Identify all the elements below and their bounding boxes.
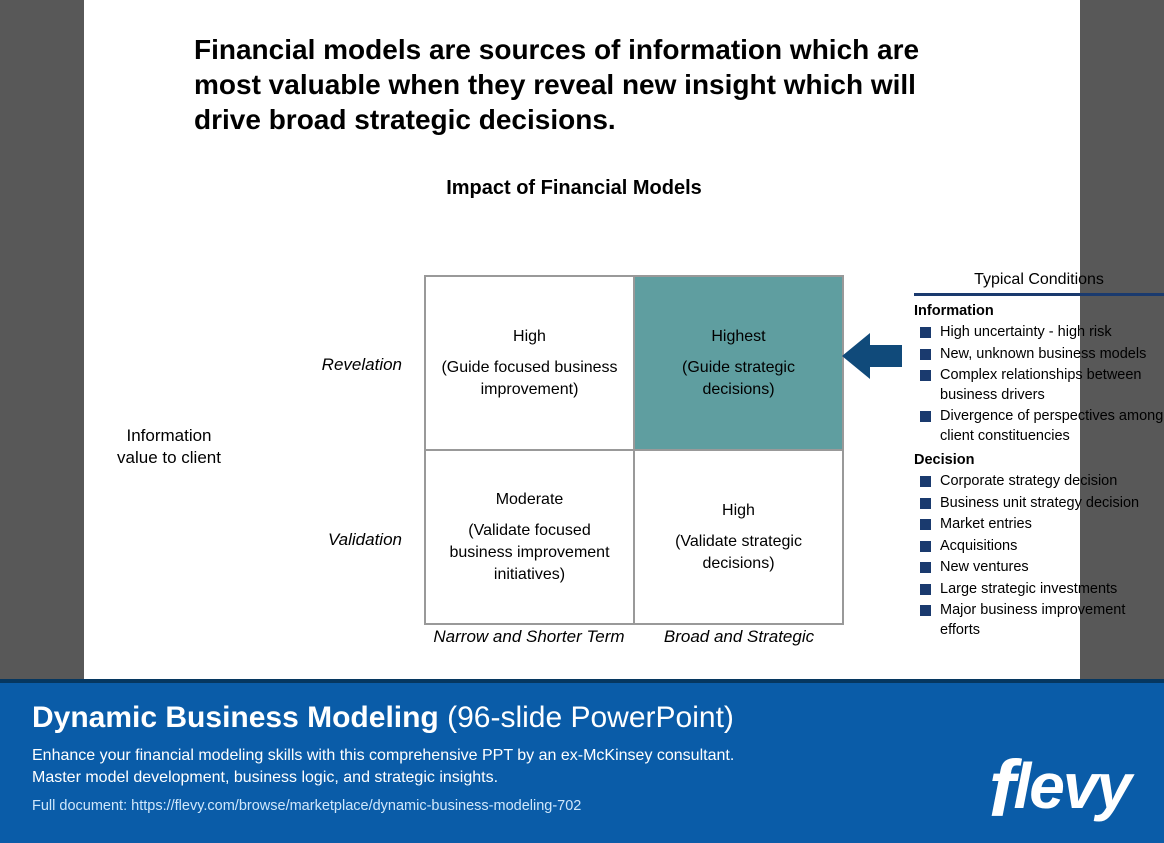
list-item: Major business improvement efforts [918,601,1164,640]
chart-title: Impact of Financial Models [364,177,784,200]
x-label-broad: Broad and Strategic [634,627,844,647]
cell-desc: (Validate focused business improvement i… [436,520,623,585]
list-item: Business unit strategy decision [918,494,1164,514]
cell-desc: (Validate strategic decisions) [645,531,832,574]
footer-title-strong: Dynamic Business Modeling [32,701,439,734]
list-item: Large strategic investments [918,580,1164,600]
section-head-information: Information [914,302,1164,322]
list-item: New, unknown business models [918,345,1164,365]
cell-level: High [436,326,623,348]
typical-conditions: Typical Conditions Information High unce… [914,269,1164,643]
section-head-decision: Decision [914,451,1164,471]
y-label-validation: Validation [254,530,414,550]
cell-level: High [645,500,832,522]
cell-desc: (Guide focused business improvement) [436,357,623,400]
list-item: Divergence of perspectives among client … [918,407,1164,446]
cell-bottom-right: High (Validate strategic decisions) [634,450,843,624]
y-label-revelation: Revelation [254,355,414,375]
cell-level: Highest [645,326,832,348]
cell-desc: (Guide strategic decisions) [645,357,832,400]
slide-title: Financial models are sources of informat… [194,32,954,137]
footer-title-rest: (96-slide PowerPoint) [439,701,734,734]
matrix: Information value to client Revelation V… [194,275,954,635]
arrow-left-icon [842,331,902,381]
cell-top-right: Highest (Guide strategic decisions) [634,276,843,450]
cell-top-left: High (Guide focused business improvement… [425,276,634,450]
promo-footer: Dynamic Business Modeling (96-slide Powe… [0,679,1164,843]
information-list: High uncertainty - high risk New, unknow… [914,323,1164,446]
slide: Financial models are sources of informat… [84,0,1080,680]
footer-link[interactable]: Full document: https://flevy.com/browse/… [32,798,1132,814]
sidebar-title: Typical Conditions [914,269,1164,296]
flevy-logo: flevy [989,749,1130,829]
footer-title: Dynamic Business Modeling (96-slide Powe… [32,701,1132,735]
cell-level: Moderate [436,489,623,511]
list-item: High uncertainty - high risk [918,323,1164,343]
footer-description: Enhance your financial modeling skills w… [32,745,752,788]
matrix-grid: High (Guide focused business improvement… [424,275,844,625]
decision-list: Corporate strategy decision Business uni… [914,472,1164,641]
list-item: New ventures [918,558,1164,578]
list-item: Acquisitions [918,537,1164,557]
list-item: Market entries [918,515,1164,535]
cell-bottom-left: Moderate (Validate focused business impr… [425,450,634,624]
list-item: Corporate strategy decision [918,472,1164,492]
y-axis-title: Information value to client [104,425,234,469]
x-label-narrow: Narrow and Shorter Term [424,627,634,647]
list-item: Complex relationships between business d… [918,366,1164,405]
